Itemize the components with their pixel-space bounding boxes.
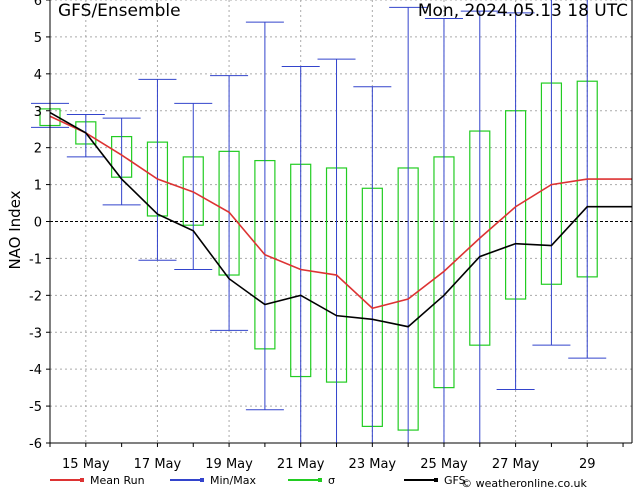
y-tick-label: 0 [34, 216, 42, 231]
legend-marker [318, 478, 322, 482]
chart-title: GFS/Ensemble [58, 1, 181, 21]
y-tick-label: 4 [34, 68, 42, 83]
y-tick-label: 6 [34, 0, 42, 9]
y-tick-label: 5 [34, 31, 42, 46]
x-tick-label: 15 May [62, 457, 110, 472]
y-tick-label: 1 [34, 179, 42, 194]
series-lines [49, 111, 632, 328]
y-tick-label: -4 [29, 363, 42, 378]
y-tick-label: -3 [29, 326, 42, 341]
credit-text: © weatheronline.co.uk [461, 477, 587, 490]
y-axis-label: NAO Index [6, 190, 24, 269]
sigma-boxes [39, 80, 598, 431]
legend-marker [80, 478, 84, 482]
x-tick-label: 25 May [420, 457, 468, 472]
legend-label: Min/Max [210, 474, 256, 487]
legend-label: σ [328, 474, 335, 487]
legend: Mean Run Min/Max σ GFS [50, 474, 466, 487]
legend-marker [200, 478, 204, 482]
x-tick-label: 27 May [492, 457, 540, 472]
y-tick-label: 2 [34, 142, 42, 157]
y-tick-label: -1 [29, 252, 42, 267]
y-tick-label: 3 [34, 105, 42, 120]
y-tick-label: -2 [29, 289, 42, 304]
x-tick-label: 23 May [349, 457, 397, 472]
legend-label: Mean Run [90, 474, 145, 487]
y-tick-label: -5 [29, 400, 42, 415]
mean-run-line [49, 115, 632, 310]
legend-marker [434, 478, 438, 482]
y-tick-label: -6 [29, 437, 42, 452]
x-tick-label: 17 May [134, 457, 182, 472]
x-tick-label: 29 [579, 457, 596, 472]
x-tick-label: 19 May [205, 457, 253, 472]
gfs-line [49, 111, 632, 328]
chart-subtitle: Mon, 2024.05.13 18 UTC [418, 1, 628, 21]
legend-label: GFS [444, 474, 466, 487]
x-tick-label: 21 May [277, 457, 325, 472]
y-tick-labels: -6 -5 -4 -3 -2 -1 0 1 2 3 4 5 6 [29, 0, 50, 452]
x-tick-labels: 15 May 17 May 19 May 21 May 23 May 25 May 27 M… [49, 443, 624, 472]
